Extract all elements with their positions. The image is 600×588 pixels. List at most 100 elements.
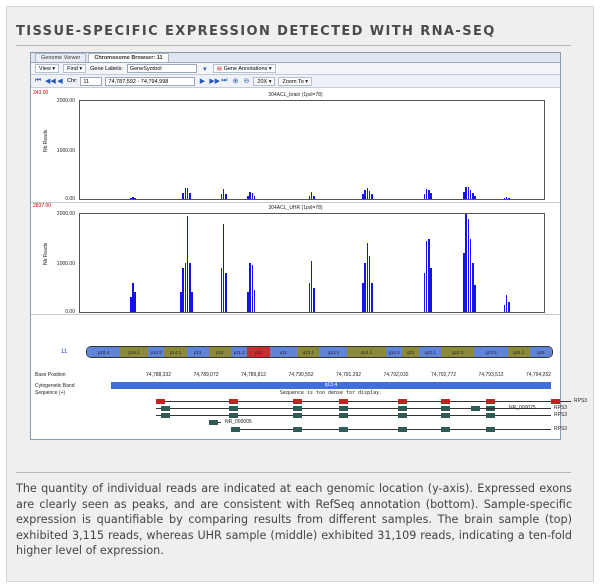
uhr-plot-area[interactable] — [79, 213, 545, 313]
gene-exon[interactable] — [156, 399, 165, 404]
brain-plot-area[interactable] — [79, 100, 545, 200]
heading-divider — [16, 45, 571, 46]
brain-tick-zero: 0.00 — [65, 196, 75, 202]
gene-exon[interactable] — [398, 399, 407, 404]
gene-exon[interactable] — [471, 406, 480, 411]
gene-exon[interactable] — [441, 406, 450, 411]
ideogram-band[interactable]: q21 — [402, 347, 420, 357]
coverage-bar — [366, 243, 369, 312]
coverage-bar — [428, 189, 430, 199]
gene-exon[interactable] — [229, 406, 238, 411]
ideogram-band[interactable]: p11 — [247, 347, 270, 357]
coverage-bar — [364, 263, 366, 312]
gene-label: RPS3 — [554, 426, 568, 432]
chromosome-ideogram[interactable]: p15.4 p15.1 p14.3 p14.1 p13 p12 p11.2 p11 q11 q13… — [86, 346, 553, 358]
coverage-bar — [430, 192, 432, 199]
ideogram-band[interactable]: p15.1 — [120, 347, 148, 357]
gene-exon[interactable] — [339, 406, 348, 411]
gene-exon[interactable] — [293, 399, 302, 404]
gene-exon[interactable] — [339, 413, 348, 418]
tab-bar: Genome Viewer Chromosome Browser: 11 — [31, 53, 560, 63]
dropdown-icon[interactable]: ▾ — [203, 65, 207, 73]
tab-genome-viewer[interactable]: Genome Viewer — [35, 53, 87, 62]
coverage-bar — [186, 188, 189, 199]
gene-exon[interactable] — [339, 427, 348, 432]
ideogram-band[interactable]: p12 — [208, 347, 231, 357]
gene-exon[interactable] — [293, 413, 302, 418]
coverage-bar — [474, 196, 476, 199]
ideogram-band[interactable]: q13.1 — [297, 347, 320, 357]
coverage-bar — [188, 263, 191, 312]
gene-annotations-button[interactable]: ▤ Gene Annotations ▾ — [212, 64, 276, 73]
gene-intron-line[interactable] — [156, 408, 551, 409]
gene-exon[interactable] — [161, 406, 170, 411]
coverage-bar — [251, 265, 254, 312]
coverage-bar — [474, 285, 476, 312]
fast-forward-icon[interactable]: ▶▶ — [209, 78, 221, 85]
ideogram-band[interactable]: q11 — [269, 347, 298, 357]
gene-exon[interactable] — [441, 413, 450, 418]
brain-track-name: 304ACL_brain (1pxl=78) — [268, 92, 323, 98]
gene-exon[interactable] — [486, 413, 495, 418]
ideogram-band[interactable]: q14.1 — [347, 347, 386, 357]
gene-exon[interactable] — [398, 427, 407, 432]
coverage-bar — [310, 192, 313, 199]
toolbar: View ▾ Find ▾ Gene Labels: GeneSymbol ▾ … — [31, 63, 560, 75]
view-menu-button[interactable]: View ▾ — [35, 64, 60, 73]
tab-chromosome-browser[interactable]: Chromosome Browser: 11 — [88, 53, 169, 62]
gene-intron-line[interactable] — [231, 429, 551, 430]
range-input[interactable]: 74,787,592 - 74,794,998 — [105, 76, 196, 86]
gene-labels-select[interactable]: GeneSymbol — [126, 64, 197, 73]
sequence-note: Sequence is too dense for display. — [279, 390, 383, 396]
ideogram-band[interactable]: q23.3 — [474, 347, 508, 357]
rewind-icon[interactable]: ◀◀ — [45, 78, 56, 85]
gene-exon[interactable] — [229, 399, 238, 404]
gene-label: RPS3 — [574, 398, 588, 404]
cyto-band-bar[interactable]: q13.4 — [111, 382, 551, 389]
ideogram-band[interactable]: p11.2 — [230, 347, 248, 357]
chromosome-input[interactable]: 11 — [80, 76, 103, 86]
gene-exon[interactable] — [398, 406, 407, 411]
gene-exon[interactable] — [229, 413, 238, 418]
zoom-to-button[interactable]: Zoom To ▾ — [278, 76, 313, 86]
gene-intron-line[interactable] — [469, 408, 501, 409]
step-back-icon[interactable]: ◀ — [57, 78, 63, 85]
gene-exon[interactable] — [486, 399, 495, 404]
ideogram-band[interactable]: p14.3 — [147, 347, 165, 357]
gene-exon[interactable] — [161, 413, 170, 418]
first-page-icon[interactable]: ⏮ — [34, 77, 42, 84]
chromosome-number: 11 — [61, 349, 68, 355]
gene-exon[interactable] — [293, 406, 302, 411]
coordinate-tick: 74,790,552 — [288, 372, 314, 378]
find-menu-button[interactable]: Find ▾ — [63, 64, 87, 73]
zoom-in-icon[interactable]: ⊕ — [232, 78, 239, 85]
gene-exon[interactable] — [441, 427, 450, 432]
ideogram-band[interactable]: q25 — [529, 347, 552, 357]
gene-intron-line[interactable] — [156, 401, 571, 402]
zoom-out-icon[interactable]: ⊖ — [243, 78, 250, 85]
gene-intron-line[interactable] — [156, 415, 551, 416]
ideogram-band[interactable]: q13.4 — [319, 347, 348, 357]
gene-exon[interactable] — [486, 427, 495, 432]
ideogram-band[interactable]: q24.1 — [507, 347, 530, 357]
ideogram-band[interactable]: p13 — [186, 347, 209, 357]
gene-exon[interactable] — [293, 427, 302, 432]
coverage-bar — [503, 197, 506, 199]
gene-exon[interactable] — [339, 399, 348, 404]
gene-exon[interactable] — [441, 399, 450, 404]
gene-exon[interactable] — [231, 427, 240, 432]
ideogram-band[interactable]: q22.1 — [419, 347, 442, 357]
coverage-bar — [423, 193, 426, 199]
ideogram-band[interactable]: p15.4 — [87, 347, 121, 357]
gene-label: RPS3 — [554, 405, 568, 411]
gene-exon[interactable] — [209, 420, 218, 425]
gene-exon[interactable] — [551, 399, 560, 404]
zoom-level-select[interactable]: 20X ▾ — [253, 76, 276, 86]
last-page-icon[interactable]: ⏭ — [221, 77, 228, 84]
ideogram-band[interactable]: p14.1 — [164, 347, 187, 357]
ideogram-band[interactable]: q14.3 — [385, 347, 403, 357]
chr-label: Chr: — [67, 78, 78, 84]
gene-exon[interactable] — [398, 413, 407, 418]
ideogram-band[interactable]: q22.3 — [441, 347, 475, 357]
step-forward-icon[interactable]: ▶ — [199, 78, 206, 85]
